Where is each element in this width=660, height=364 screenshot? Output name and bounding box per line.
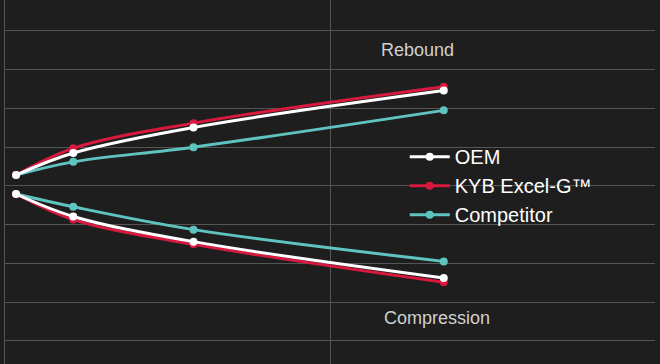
svg-text:Competitor: Competitor: [455, 204, 553, 226]
svg-text:OEM: OEM: [455, 146, 501, 168]
svg-text:KYB Excel-G™: KYB Excel-G™: [455, 175, 592, 197]
svg-text:Compression: Compression: [384, 308, 490, 328]
svg-text:Rebound: Rebound: [381, 40, 454, 60]
